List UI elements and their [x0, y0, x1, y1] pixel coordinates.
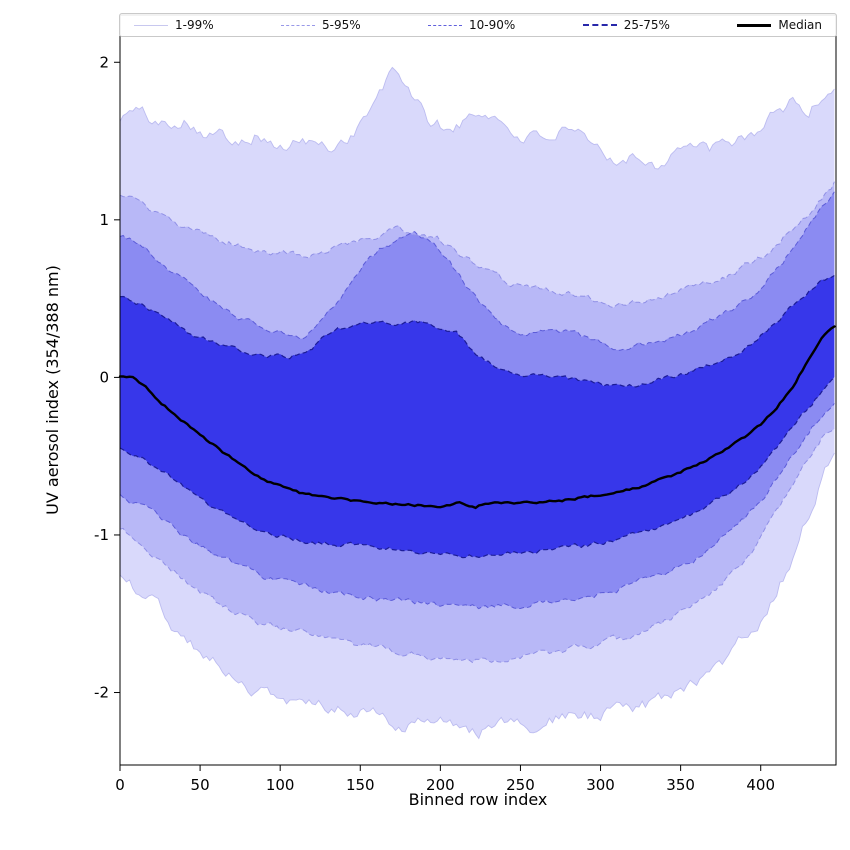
band-edge-5-95%-lower	[119, 428, 835, 664]
x-tick-label: 200	[426, 776, 455, 794]
x-axis-label: Binned row index	[409, 790, 548, 809]
x-tick-label: 350	[666, 776, 695, 794]
legend-label: Median	[778, 18, 822, 32]
x-tick-label: 0	[115, 776, 125, 794]
x-tick-label: 150	[346, 776, 375, 794]
legend-label: 1-99%	[175, 18, 214, 32]
legend-line-sample	[134, 24, 168, 26]
y-tick-label: -1	[94, 526, 109, 544]
x-tick-label: 300	[586, 776, 615, 794]
legend-line-sample	[428, 24, 463, 26]
x-tick-label: 250	[506, 776, 535, 794]
median-line	[118, 325, 836, 510]
y-axis-label: UV aerosol index (354/388 nm)	[43, 265, 62, 515]
legend-item-10-90-: 10-90%	[428, 19, 515, 31]
plot-area: 0 50 100 150 200 250 300 350 400 -2 -1 0 1 2	[94, 14, 837, 794]
legend-label: 25-75%	[623, 18, 670, 32]
band-edge-10-90%-lower	[119, 403, 835, 610]
legend-item-median: Median	[737, 19, 822, 31]
band-edge-10-90%-upper	[119, 191, 835, 351]
y-tick-label: 0	[99, 368, 109, 386]
band-edge-25-75%-lower	[119, 376, 835, 559]
x-tick-label: 50	[191, 776, 210, 794]
x-tick-label: 100	[266, 776, 295, 794]
legend-label: 5-95%	[322, 18, 361, 32]
y-tick-label: 2	[99, 53, 109, 71]
band-edge-25-75%-upper	[119, 274, 835, 388]
band-edge-1-99%-lower	[119, 452, 835, 740]
band-fill-25-75%	[120, 275, 835, 558]
legend-line-sample	[737, 23, 772, 27]
x-tick-label: 400	[746, 776, 775, 794]
legend: 1-99% 5-95% 10-90% 25-75% Median	[119, 13, 837, 37]
legend-item-5-95-: 5-95%	[281, 19, 361, 31]
legend-line-sample	[582, 24, 617, 26]
y-tick-label: 1	[99, 211, 109, 229]
legend-line-sample	[281, 24, 316, 26]
legend-label: 10-90%	[469, 18, 516, 32]
band-edge-5-95%-upper	[119, 181, 835, 309]
legend-item-25-75-: 25-75%	[582, 18, 670, 32]
y-tick-label: -2	[94, 684, 109, 702]
legend-item-1-99-: 1-99%	[134, 19, 214, 31]
band-edge-1-99%-upper	[119, 66, 835, 170]
